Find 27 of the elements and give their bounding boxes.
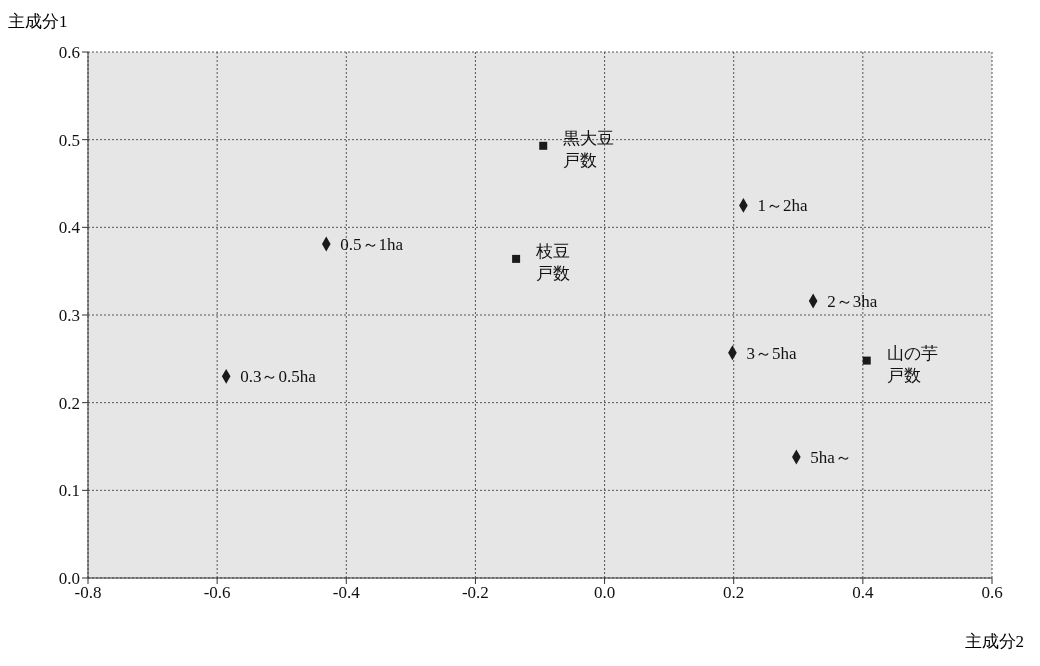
annotation: 枝豆戸数 xyxy=(535,241,571,283)
annotation: 1～2ha xyxy=(757,196,808,216)
annotation: 2～3ha xyxy=(827,291,878,311)
point xyxy=(862,356,871,365)
y-tick-label: 0.4 xyxy=(58,218,81,238)
y-tick-label: 0.1 xyxy=(58,481,80,501)
y-axis-title: 主成分1 xyxy=(8,11,68,33)
point xyxy=(539,141,548,150)
annotation: 5ha～ xyxy=(810,448,852,468)
x-tick-label: 0.4 xyxy=(852,583,874,603)
y-tick-label: 0.3 xyxy=(58,306,80,326)
point xyxy=(512,254,521,263)
annotation: 山の芋戸数 xyxy=(886,343,938,385)
x-tick-label: -0.4 xyxy=(332,583,361,603)
y-tick-label: 0.2 xyxy=(58,393,80,413)
annotation: 0.5～1ha xyxy=(340,234,404,254)
annotation: 3～5ha xyxy=(746,343,797,363)
x-axis-title: 主成分2 xyxy=(964,631,1024,653)
x-tick-label: 0.6 xyxy=(981,583,1003,603)
x-tick-label: -0.2 xyxy=(461,583,489,603)
x-tick-label: 0.2 xyxy=(723,583,745,603)
x-tick-label: -0.6 xyxy=(203,583,231,603)
annotation: 黒大豆戸数 xyxy=(563,128,615,170)
x-tick-label: 0.0 xyxy=(593,583,616,603)
y-tick-label: 0.6 xyxy=(58,43,80,63)
y-tick-label: 0.5 xyxy=(58,130,80,150)
annotation: 0.3～0.5ha xyxy=(240,367,317,387)
